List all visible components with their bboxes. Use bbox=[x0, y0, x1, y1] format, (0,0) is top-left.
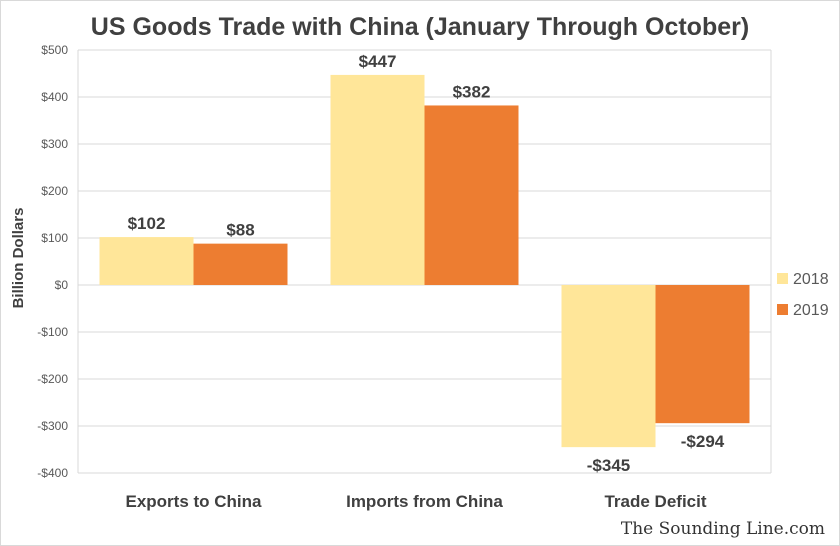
data-label: -$345 bbox=[587, 456, 630, 475]
y-tick-label: -$200 bbox=[37, 372, 68, 386]
x-axis-categories: Exports to China Imports from China Trade … bbox=[125, 492, 706, 511]
legend-label-2019: 2019 bbox=[793, 302, 829, 319]
bar-2019-0 bbox=[193, 243, 288, 285]
x-category-label: Imports from China bbox=[346, 492, 503, 511]
bar-2019-1 bbox=[424, 105, 519, 286]
x-category-label: Trade Deficit bbox=[604, 492, 706, 511]
y-tick-label: $200 bbox=[41, 184, 68, 198]
chart-title: US Goods Trade with China (January Throu… bbox=[91, 13, 749, 41]
y-tick-label: $100 bbox=[41, 231, 68, 245]
bar-2019-2 bbox=[655, 285, 750, 424]
legend-swatch-2018 bbox=[777, 273, 788, 284]
bar-2018-0 bbox=[99, 237, 194, 285]
y-axis-label: Billion Dollars bbox=[10, 208, 27, 309]
y-tick-label: $300 bbox=[41, 137, 68, 151]
legend: 2018 2019 bbox=[777, 271, 829, 319]
y-tick-label: -$400 bbox=[37, 466, 68, 480]
y-tick-label: -$100 bbox=[37, 325, 68, 339]
data-label: -$294 bbox=[681, 432, 725, 451]
credit-text: The Sounding Line.com bbox=[620, 519, 825, 539]
bar-2018-1 bbox=[330, 74, 425, 285]
x-category-label: Exports to China bbox=[125, 492, 262, 511]
y-axis-ticks: $500 $400 $300 $200 $100 $0 -$100 -$200 -$300 -$4… bbox=[37, 43, 68, 480]
data-label: $102 bbox=[128, 214, 166, 233]
data-label: $447 bbox=[359, 52, 397, 71]
data-labels: $102 $88 $447 $382 -$345 -$294 bbox=[128, 52, 725, 475]
y-tick-label: $0 bbox=[55, 278, 69, 292]
bar-2018-2 bbox=[561, 285, 656, 448]
bars bbox=[99, 74, 750, 448]
y-tick-label: $400 bbox=[41, 90, 68, 104]
legend-swatch-2019 bbox=[777, 304, 788, 315]
y-tick-label: -$300 bbox=[37, 419, 68, 433]
legend-label-2018: 2018 bbox=[793, 271, 829, 288]
y-tick-label: $500 bbox=[41, 43, 68, 57]
data-label: $382 bbox=[453, 82, 491, 101]
data-label: $88 bbox=[226, 221, 254, 240]
